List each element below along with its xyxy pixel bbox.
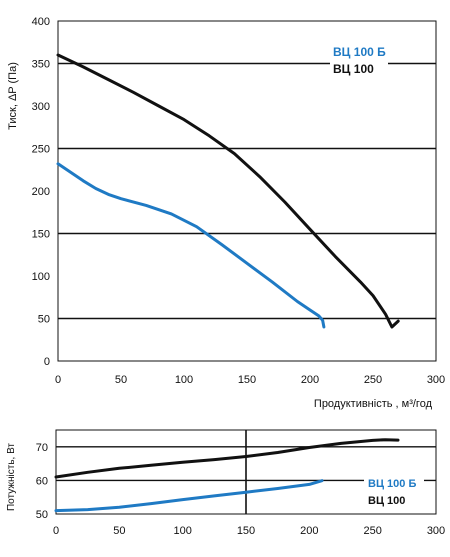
- pressure-y-tick-label: 100: [32, 271, 50, 283]
- pressure-x-axis-label: Продуктивність , м³/год: [314, 398, 433, 410]
- pressure-legend-label: ВЦ 100: [333, 62, 374, 76]
- power-legend-bg: [364, 491, 424, 507]
- pressure-x-tick-label: 200: [301, 374, 319, 386]
- pressure-y-tick-label: 400: [32, 16, 50, 28]
- pressure-x-tick-label: 300: [427, 374, 445, 386]
- power-plot-frame: [55, 429, 437, 515]
- power-y-tick-label: 70: [36, 442, 48, 454]
- power-series-line: [54, 479, 324, 513]
- power-legend-label: ВЦ 100 Б: [368, 478, 416, 490]
- pressure-chart: 0 50 100 150 200 250 300 350 400 0 50 100 150 200 250 3…: [7, 16, 445, 410]
- pressure-series-line: [56, 162, 326, 329]
- pressure-y-tick-label: 300: [32, 101, 50, 113]
- power-legend-bg: [364, 474, 424, 490]
- pressure-y-tick-label: 200: [32, 186, 50, 198]
- power-x-tick-label: 300: [427, 525, 445, 537]
- power-y-tick-label: 50: [36, 509, 48, 521]
- pressure-x-tick-label: 250: [364, 374, 382, 386]
- pressure-legend-bg: [330, 60, 388, 76]
- pressure-y-axis-label: Тиск, ΔP (Па): [7, 62, 19, 130]
- power-y-tick-label: 60: [36, 475, 48, 487]
- pressure-x-tick-label: 150: [238, 374, 256, 386]
- pressure-x-tick-label: 50: [115, 374, 127, 386]
- power-chart: 50 60 70 0 50 100 150 200 250 300 Потужність, Вт ВЦ…: [6, 429, 445, 537]
- pressure-series-line: [56, 53, 400, 329]
- power-series-line: [54, 438, 400, 479]
- pressure-x-tick-label: 0: [55, 374, 61, 386]
- power-y-axis-label: Потужність, Вт: [6, 443, 17, 511]
- power-x-tick-label: 200: [300, 525, 318, 537]
- pressure-y-tick-label: 250: [32, 144, 50, 156]
- power-x-tick-label: 150: [237, 525, 255, 537]
- power-x-tick-label: 250: [363, 525, 381, 537]
- power-x-tick-label: 100: [173, 525, 191, 537]
- pressure-y-tick-label: 0: [44, 356, 50, 368]
- pressure-legend-label: ВЦ 100 Б: [333, 45, 386, 59]
- pressure-y-tick-label: 350: [32, 59, 50, 71]
- pressure-y-tick-label: 50: [38, 314, 50, 326]
- pressure-legend-bg: [330, 43, 388, 59]
- power-x-tick-label: 50: [113, 525, 125, 537]
- pressure-y-tick-label: 150: [32, 229, 50, 241]
- pressure-x-tick-label: 100: [175, 374, 193, 386]
- power-legend-label: ВЦ 100: [368, 495, 405, 507]
- pressure-plot-frame: [57, 20, 437, 362]
- power-x-tick-label: 0: [53, 525, 59, 537]
